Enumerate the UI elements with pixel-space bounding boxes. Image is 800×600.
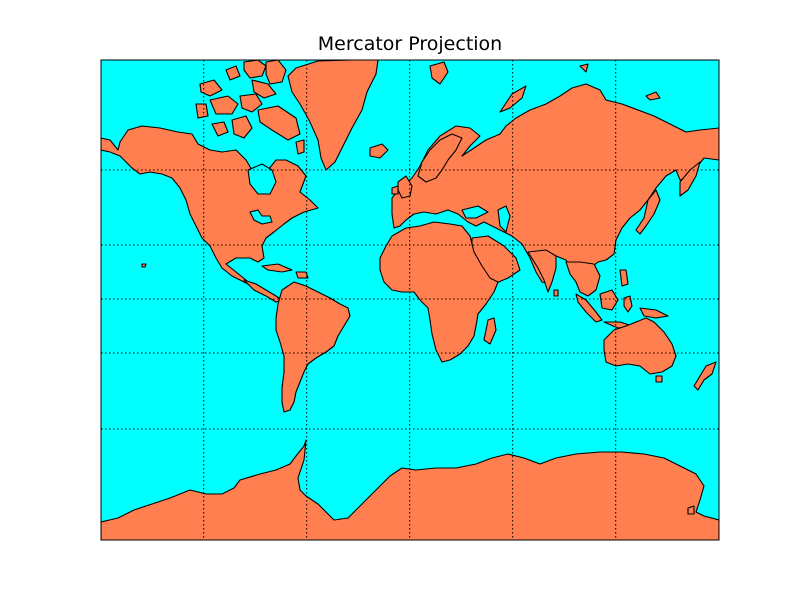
south-america [275,281,351,413]
arctic-island [231,115,253,139]
borneo [599,289,619,311]
india [527,249,557,293]
ireland [391,185,399,195]
novaya-zemlya [499,85,527,113]
antarctica [101,439,719,540]
graticule [101,60,719,540]
sumatra [575,293,603,323]
hawaii [141,263,147,268]
arctic-island [195,103,209,119]
svalbard [429,61,449,85]
arctic-island [243,60,267,79]
madagascar [483,317,497,345]
arctic-island [265,60,287,85]
australia [603,317,677,375]
arctic-island [295,139,305,155]
japan [635,189,661,235]
north-america [101,125,319,287]
land-group [101,60,719,540]
antarctic-island [687,505,695,515]
arctic-island [209,95,239,115]
eurasia [391,83,719,285]
sri-lanka [553,289,559,297]
arctic-island [211,121,229,137]
new-guinea [639,307,669,319]
black-sea [461,205,489,219]
hispaniola [295,271,309,279]
great-lakes [249,209,273,225]
indochina [565,261,601,297]
arctic-island [251,79,277,99]
arctic-island [225,65,241,81]
arctic-island [239,93,263,113]
philippines [619,269,629,287]
sulawesi [623,295,633,313]
tasmania [655,375,663,383]
map-title: Mercator Projection [317,33,503,55]
map-frame [100,59,720,541]
arctic-island [257,105,301,141]
hudson-bay [247,163,277,195]
iceland [369,143,389,159]
arctic-island [579,63,589,73]
new-zealand [693,361,717,391]
arctic-island [199,79,223,97]
cuba [261,263,293,273]
caspian-sea [497,205,511,233]
arctic-island [645,91,661,101]
